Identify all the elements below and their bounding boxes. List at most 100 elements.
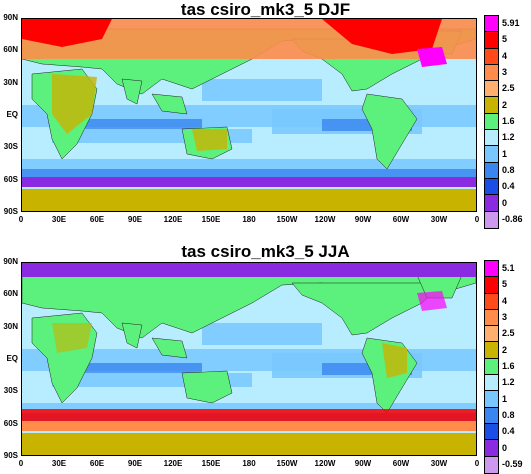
lon-label: 90E: [127, 215, 143, 224]
colorbar-segment: [485, 81, 498, 98]
lon-label: 60E: [89, 459, 105, 468]
land-samerica: [361, 93, 418, 170]
panel-title: tas csiro_mk3_5 JJA: [181, 242, 350, 261]
lat-label: 90S: [3, 207, 18, 216]
lat-label: 30S: [3, 386, 18, 396]
colorbar-label: 0: [502, 442, 508, 453]
panel-jja: tas csiro_mk3_5 JJA 90N 60N 30N EQ 30S 60S 90S…: [0, 236, 531, 474]
colorbar-label: 0.8: [502, 164, 515, 175]
map-djf: [21, 18, 477, 212]
lon-label: 90W: [354, 459, 372, 468]
colorbar-segment: [485, 64, 498, 82]
lat-label: 60S: [3, 174, 18, 184]
lon-label: 180: [242, 215, 256, 224]
land-olive: [192, 129, 227, 151]
land-olive: [52, 74, 97, 134]
lon-label: 150E: [201, 459, 221, 468]
lat-label: 30N: [3, 321, 18, 331]
lon-label: 180: [242, 459, 256, 468]
ocean-band: [22, 169, 476, 179]
lon-label: 0: [474, 215, 480, 224]
colorbar-segment: [485, 261, 498, 278]
colorbar-label: 1.6: [502, 116, 515, 126]
colorbar-label: 5: [502, 34, 508, 45]
colorbar-label: 4: [502, 50, 508, 61]
colorbar-segment: [485, 146, 498, 163]
colorbar-segment: [485, 16, 498, 33]
lon-label: 0: [18, 459, 24, 468]
colorbar-segment: [485, 293, 498, 310]
colorbar-segment: [485, 407, 498, 424]
colorbar-segment: [485, 358, 498, 376]
land-australia: [181, 370, 233, 404]
colorbar-label: 5.91: [502, 18, 520, 29]
lon-label: 150W: [276, 459, 298, 468]
colorbar-label: 0.4: [502, 426, 515, 437]
colorbar-segment: [485, 162, 498, 179]
colorbar-label: 1.2: [502, 132, 515, 143]
colorbar-segment: [485, 48, 498, 65]
lon-label: 150E: [201, 215, 221, 224]
hot-spot: [417, 47, 447, 67]
colorbar-segment: [485, 375, 498, 392]
hot-region: [322, 19, 442, 54]
colorbar-label: 2.5: [502, 83, 515, 94]
colorbar-segment: [485, 32, 498, 49]
colorbar-segment: [485, 178, 498, 196]
lat-label: 90N: [3, 257, 18, 266]
lat-label: EQ: [6, 110, 18, 119]
colorbar-segment: [485, 342, 498, 359]
lon-label: 30W: [430, 459, 448, 468]
antarctica-field: [22, 433, 476, 455]
colorbar-label: 1: [502, 148, 508, 159]
lat-label: 90N: [3, 13, 18, 22]
lon-label: 90E: [127, 459, 143, 468]
colorbar-segment: [485, 211, 498, 228]
colorbar-segment: [485, 440, 498, 457]
arctic-cold: [22, 263, 476, 277]
lon-label: 30E: [51, 459, 67, 468]
lon-label: 0: [18, 215, 24, 224]
colorbar-label: 3: [502, 67, 508, 78]
ocean-band: [202, 323, 322, 345]
colorbar-segment: [485, 423, 498, 441]
lat-label: 60S: [3, 418, 18, 428]
colorbar-label: 1.2: [502, 377, 515, 388]
map-field-jja: [22, 263, 476, 455]
lon-label: 120E: [163, 459, 183, 468]
colorbar-label: 0: [502, 197, 508, 208]
lon-label: 90W: [354, 215, 372, 224]
lon-label: 0: [474, 459, 480, 468]
lon-label: 120W: [314, 215, 336, 224]
colorbar-segment: [485, 97, 498, 114]
colorbar-label: 4: [502, 295, 508, 306]
colorbar-segment: [485, 309, 498, 327]
map-field-djf: [22, 19, 476, 211]
southern-warm-ring: [22, 409, 476, 421]
colorbar-label: 5.1: [502, 263, 515, 274]
land-olive: [382, 343, 407, 378]
ocean-band: [82, 363, 202, 373]
colorbar-label: -0.86: [502, 213, 523, 224]
colorbar-segment: [485, 326, 498, 343]
lon-label: 120W: [314, 459, 336, 468]
land-seasia: [151, 93, 188, 115]
southern-ring: [22, 177, 476, 187]
lon-label: 30W: [430, 215, 448, 224]
colorbar-segment: [485, 277, 498, 294]
map-jja: [21, 262, 477, 456]
colorbar-segment: [485, 130, 498, 147]
colorbar-segment: [485, 456, 498, 473]
land-seasia: [151, 337, 188, 359]
colorbar-label: 2: [502, 344, 508, 355]
lon-label: 30E: [51, 215, 67, 224]
panel-title: tas csiro_mk3_5 DJF: [180, 0, 351, 19]
hot-spot: [417, 291, 447, 311]
lat-label: 60N: [3, 289, 18, 299]
lon-label: 120E: [163, 215, 183, 224]
panel-djf: tas csiro_mk3_5 DJF 90N 60N 30N EQ 30S 60S 90S…: [0, 0, 531, 234]
colorbar-label: 1.6: [502, 361, 515, 371]
colorbar-label: 5: [502, 279, 508, 290]
colorbar-label: 2: [502, 99, 508, 110]
colorbar-label: 2.5: [502, 328, 515, 339]
